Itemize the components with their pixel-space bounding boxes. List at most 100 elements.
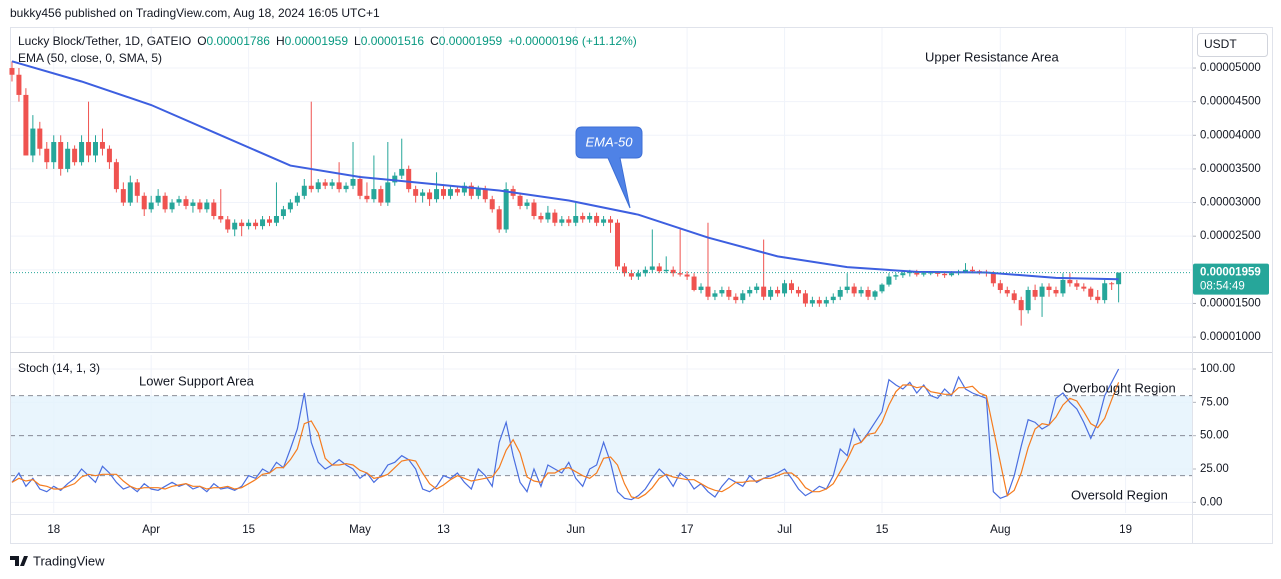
grid-layer [10,28,1196,513]
candle-body [1109,283,1115,285]
ema-legend: EMA (50, close, 0, SMA, 5) [18,51,162,65]
y-tick-label: 0.00004500 [1200,96,1261,108]
price-tag [1193,263,1269,295]
candle-body [844,286,850,290]
countdown: 08:54:49 [1200,281,1245,293]
x-tick-label: 15 [242,524,255,536]
currency-box[interactable] [1197,33,1268,57]
candle-body [225,219,231,230]
candle-body [260,219,266,227]
candle-body [350,179,356,186]
x-tick-label: Jun [566,524,585,536]
candle-body [211,202,217,217]
candle-body [900,273,906,276]
candle-body [273,216,279,223]
candle-body [106,148,112,163]
candle-body [559,219,565,223]
candle-body [656,266,662,272]
candle-body [162,195,168,210]
candle-body [816,300,822,304]
publisher: bukky456 published on TradingView.com, A… [10,6,380,20]
candle-body [239,222,245,227]
candle-body [413,189,419,196]
candle-body [823,300,829,304]
candle-body [802,293,808,304]
candle-body [698,286,704,290]
candle-body [454,189,460,193]
candle-body [155,195,161,203]
x-tick-label: 17 [681,524,694,536]
y-tick-label: 50.00 [1200,430,1229,442]
candle-body [615,222,620,267]
candle-body [176,199,182,203]
candle-body [468,185,474,196]
candle-body [684,274,690,277]
candle-body [86,142,92,156]
candle-body [190,202,196,206]
candle-body [677,273,683,275]
candle-body [232,222,238,230]
candle-body [775,289,781,294]
candle-body [642,269,648,274]
y-tick-label: 75.00 [1200,396,1229,408]
candle-body [872,291,878,297]
candle-body [322,182,328,186]
annotation: Oversold Region [1071,487,1168,502]
candle-body [329,182,335,186]
candle-body [628,273,634,277]
stoch-legend: Stoch (14, 1, 3) [18,361,100,375]
candle-body [120,189,126,203]
candle-body [218,216,224,220]
candle-body [113,162,119,190]
frame [10,27,1273,544]
candle-body [280,209,286,217]
candle-body [1046,286,1052,290]
brand-logo [10,556,28,566]
candle-body [809,300,815,304]
candle-body [343,185,349,190]
candle-body [1025,289,1031,311]
candle-body [420,192,426,196]
annotation: Lower Support Area [139,373,255,388]
candle-body [496,209,502,230]
candle-body [441,189,446,196]
candle-body [169,202,175,210]
candle-body [1018,300,1024,311]
candle-body [148,202,154,210]
candle-body [691,276,697,290]
x-tick-label: Jul [777,524,792,536]
candle-body [935,272,941,274]
candle-body [51,142,57,163]
candle-body [545,212,551,220]
x-tick-label: Apr [142,524,160,536]
candle-body [183,199,189,206]
candle-body [740,293,746,301]
legend-value: 0.00001959 [439,34,503,48]
candle-body [907,271,913,274]
candle-body [23,94,29,156]
legend-value: 0.00001786 [207,34,271,48]
candle-body [726,289,732,297]
candle-body [287,202,293,210]
candle-body [1060,279,1066,294]
candle-body [427,192,433,200]
candle-body [886,276,892,285]
mark-layer: 0.000010000.000015000.000020000.00002500… [9,60,1269,536]
candle-body [1081,286,1087,289]
candle-body [635,273,641,277]
candle-body [865,289,871,297]
y-tick-label: 0.00004000 [1200,129,1261,141]
candle-body [747,289,753,294]
candle-body [921,273,927,275]
candle-body [719,289,725,294]
candle-body [712,293,718,297]
y-tick-label: 0.00003000 [1200,197,1261,209]
candle-body [267,219,272,223]
brand: TradingView [10,553,105,568]
candle-body [517,195,523,206]
candle-body [621,266,627,274]
candle-body [16,74,22,95]
candle-body [406,168,412,190]
x-tick-label: 13 [437,524,450,536]
candle-body [294,195,300,203]
